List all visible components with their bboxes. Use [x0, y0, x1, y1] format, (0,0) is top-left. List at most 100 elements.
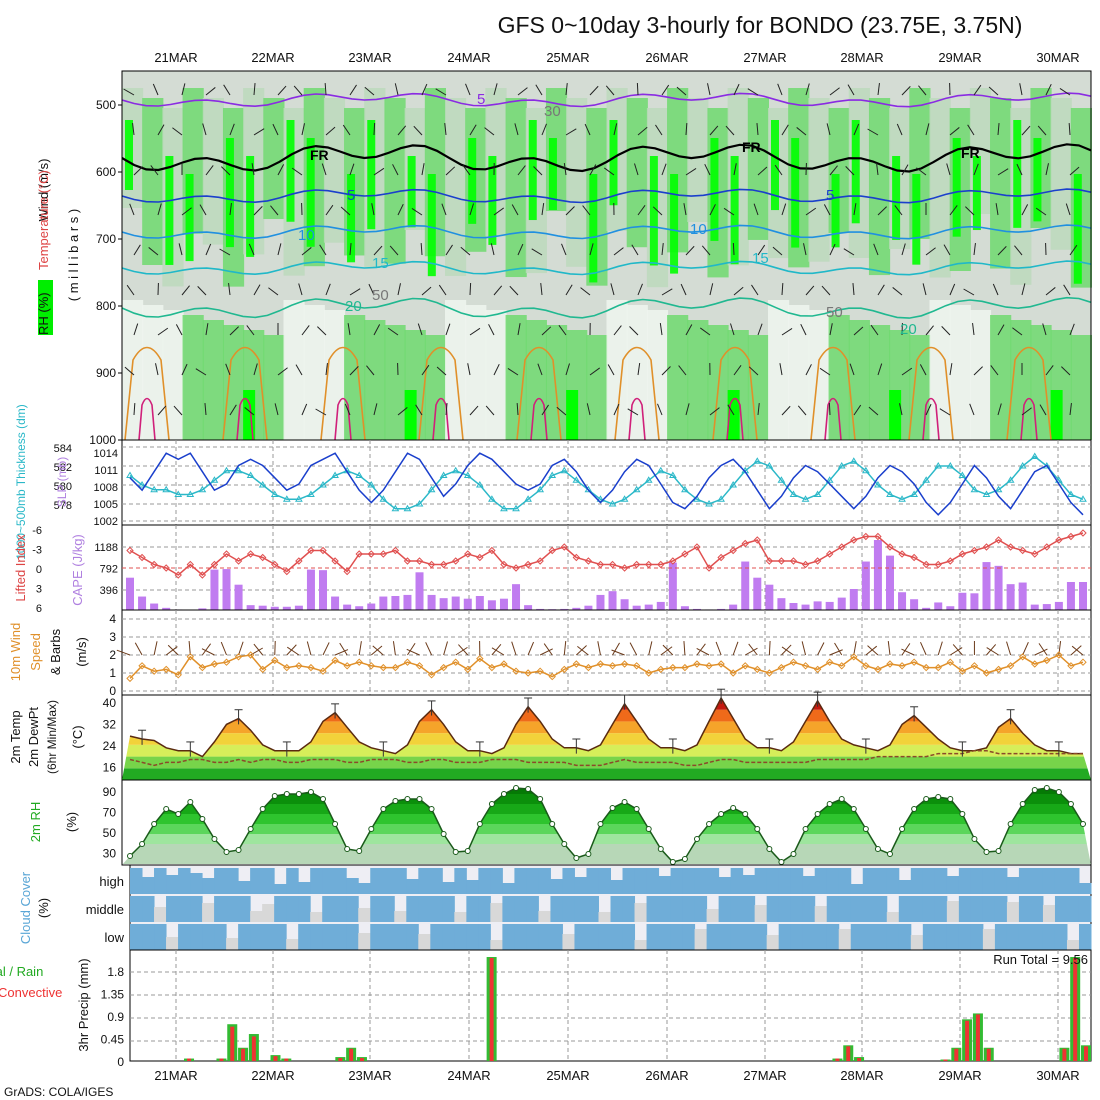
wind-barb-upper: [469, 405, 479, 416]
cloud-cell: [418, 896, 431, 922]
rh-fill-low: [1010, 320, 1032, 440]
precip-tick-label: 1.35: [101, 988, 125, 1002]
cape-bar: [777, 598, 786, 610]
wind-barb-upper: [132, 123, 135, 136]
cloud-cell: [850, 884, 864, 894]
cloud-level-label: low: [104, 930, 124, 945]
cloud-cell: [358, 883, 371, 894]
isotherm-line-hot: [628, 397, 646, 441]
cloud-cell: [1030, 924, 1044, 950]
cloud-cell: [190, 873, 203, 894]
thickness-point: [295, 495, 303, 502]
rh-fill-low: [768, 300, 790, 440]
li-point: [789, 557, 798, 565]
cloud-cell: [130, 868, 143, 894]
wind-barb-upper: [205, 243, 212, 256]
date-label-top: 23MAR: [348, 50, 391, 65]
wind-barb-upper: [178, 243, 183, 256]
wind-barb-upper: [417, 323, 423, 336]
wind-barb-upper: [828, 402, 831, 416]
cloud-cell: [466, 924, 479, 950]
thickness-point: [946, 462, 955, 469]
wind-barb-upper: [582, 205, 591, 216]
cape-bar: [536, 608, 545, 610]
rh-fill-bright: [125, 120, 133, 190]
wind-speed-point: [994, 665, 1003, 674]
li-point: [850, 536, 858, 544]
wind-barb-upper: [124, 366, 135, 376]
cape-bar: [222, 569, 231, 610]
wind-barb-upper: [899, 403, 903, 416]
cape-bar: [656, 601, 665, 610]
surface-wind-barb: [986, 644, 997, 656]
rh-fill-low: [868, 325, 891, 440]
wind-barb-upper: [757, 403, 760, 416]
wind-speed-point: [838, 662, 846, 670]
wind-barb-upper: [829, 87, 840, 96]
wind-speed-point: [753, 665, 761, 674]
wind-barb-upper: [277, 367, 288, 376]
rh-point: [645, 826, 652, 832]
wind-barb-upper: [757, 244, 766, 256]
cloud-cell: [1066, 868, 1080, 894]
surface-wind-barb: [867, 645, 879, 656]
rh-fill-low: [1030, 325, 1052, 440]
rh-point: [151, 821, 158, 827]
wind-barb-upper: [845, 166, 855, 176]
contour-label: 15: [372, 255, 389, 272]
wind-barb-upper: [315, 408, 327, 416]
li-point: [1043, 543, 1051, 551]
wind-barb-upper: [421, 83, 428, 96]
rh-fill-low: [485, 310, 507, 440]
wind-grid: [122, 610, 1091, 695]
wind-speed-point: [126, 674, 134, 683]
wind-barb-upper: [901, 367, 913, 376]
precip-tick-label: 0.9: [107, 1010, 124, 1024]
wind-barb-upper: [1042, 323, 1047, 336]
wind-barb-upper: [973, 366, 983, 376]
cloud-cell: [790, 924, 804, 950]
rh-fill-bright: [286, 120, 295, 222]
rh-fill-low: [182, 315, 204, 440]
cloud-cell: [838, 929, 852, 950]
temperature-line: [129, 696, 1083, 758]
thickness-point: [656, 466, 665, 474]
slp-line: [129, 452, 1084, 516]
cape-bar: [1042, 604, 1051, 610]
cloud-cells: [130, 868, 1092, 950]
cloud-cell: [334, 896, 347, 922]
wind-barb-upper: [1069, 244, 1078, 256]
surface-wind-barb: [370, 645, 383, 656]
wind-barb-upper: [901, 86, 911, 96]
wind-speed-point: [367, 662, 375, 670]
wind-barb-upper: [349, 163, 355, 176]
wind-barb-upper: [317, 326, 327, 336]
li-point: [427, 560, 436, 569]
wind-barb-upper: [301, 247, 312, 256]
li-point: [452, 557, 460, 565]
cloud-cell: [370, 896, 383, 922]
wind-barb-upper: [1045, 163, 1049, 176]
wind-barb-upper: [896, 123, 903, 136]
wind-barb-upper: [205, 165, 214, 176]
cloud-cell: [694, 896, 708, 922]
wind-barb-upper: [965, 206, 975, 216]
wind-speed-point: [355, 658, 363, 666]
rh-point: [549, 821, 556, 827]
slp-tick-label: 1002: [94, 516, 118, 528]
wind-barb-upper: [253, 128, 265, 136]
wind-label-line3: & Barbs: [48, 628, 63, 675]
thickness-point: [391, 504, 400, 512]
li-point: [632, 560, 641, 569]
wind-barb-upper: [853, 404, 862, 416]
cloud-cell: [610, 896, 624, 922]
wind-barb-upper: [733, 83, 740, 96]
cloud-cell: [886, 924, 900, 950]
rh-point: [693, 836, 700, 842]
surface-wind-barb: [901, 648, 915, 656]
cape-bar: [982, 562, 991, 610]
surface-wind-barb: [662, 644, 674, 656]
cloud-cell: [742, 875, 756, 894]
rh-fill-low: [646, 310, 669, 440]
rh-point: [983, 849, 990, 855]
